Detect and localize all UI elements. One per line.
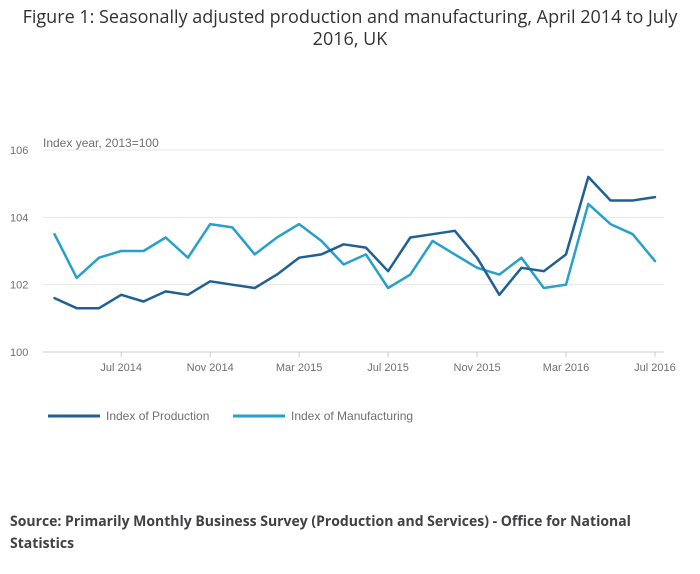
series-lines [53, 175, 657, 310]
x-tick-label: Mar 2016 [543, 362, 589, 374]
x-tick-label: Jul 2015 [367, 362, 409, 374]
x-tick-label: Nov 2014 [187, 362, 234, 374]
tick-labels: 100 102 104 106 Jul 2014 Nov 2014 Mar 2015 Jul … [10, 145, 676, 374]
y-tick-label: 102 [10, 280, 28, 292]
x-tick-label: Nov 2015 [454, 362, 501, 374]
y-tick-label: 104 [10, 212, 28, 224]
x-tick-label: Jul 2016 [634, 362, 676, 374]
chart-title: Figure 1: Seasonally adjusted production… [22, 5, 678, 51]
legend-label: Index of Production [106, 409, 209, 423]
y-tick-label: 100 [10, 347, 28, 359]
legend-label: Index of Manufacturing [291, 409, 413, 423]
y-axis-label: Index year, 2013=100 [43, 136, 159, 150]
x-axis [43, 351, 664, 357]
y-tick-label: 106 [10, 145, 28, 157]
legend: Index of Production Index of Manufacturin… [48, 409, 413, 423]
series-line-index-of-manufacturing [53, 202, 657, 290]
x-tick-label: Mar 2015 [276, 362, 322, 374]
line-chart: Index year, 2013=100 100 102 104 106 Jul 201… [10, 136, 676, 423]
x-tick-label: Jul 2014 [100, 362, 142, 374]
source-note: Source: Primarily Monthly Business Surve… [10, 512, 631, 553]
series-line-index-of-production [53, 175, 657, 310]
